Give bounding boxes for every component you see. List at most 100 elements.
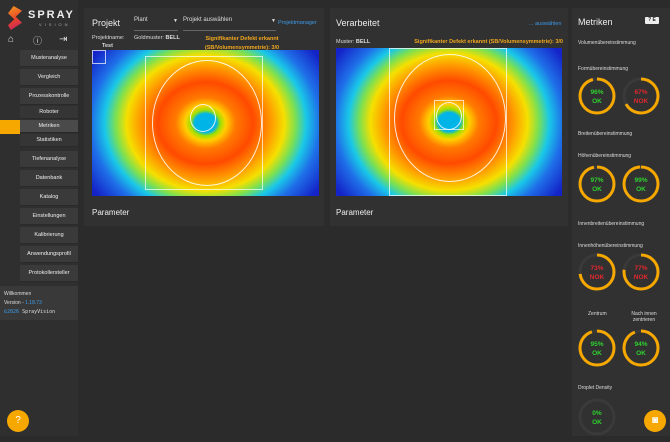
chevron-down-icon: ▼ (271, 18, 276, 24)
gauge-value: 97% (590, 177, 604, 184)
project-select-value: Projekt auswählen (183, 17, 233, 23)
camera-fab[interactable]: ◙ (644, 410, 666, 432)
metric-label: Volumenübereinstimmung (578, 40, 636, 46)
plant-select[interactable]: Plant ▼ (134, 17, 178, 31)
active-indicator (0, 120, 20, 134)
welcome-text: Willkommen (4, 291, 32, 297)
metric-gauge: 0% OK (577, 397, 617, 437)
gauge-value: 96% (590, 89, 604, 96)
metric-gauge: 94% OK (621, 328, 661, 368)
metric-gauge: 67% NOK (621, 76, 661, 116)
gauge-status: OK (592, 186, 602, 193)
metric-label: Zentrum (588, 311, 607, 317)
gauge-status: NOK (633, 98, 649, 105)
inner-contour (190, 104, 216, 132)
region-box (145, 56, 263, 190)
gauge-arc (622, 329, 660, 367)
chevron-down-icon: ▼ (173, 18, 178, 24)
processed-panel: Verarbeitet ... auswählen Muster: BELL S… (330, 8, 568, 226)
gauge-arc (578, 165, 616, 203)
metric-label: Nach innen zentrieren (631, 311, 657, 323)
sidebar-item-metriken[interactable]: Metriken (20, 120, 78, 133)
gauge-track (578, 398, 616, 436)
contour-outline (152, 60, 262, 186)
pattern-value: BELL (355, 39, 371, 45)
metric-label: Droplet Density (578, 385, 613, 391)
metric-label: Höhenübereinstimmung (578, 153, 632, 159)
sidebar-item-vergleich[interactable]: Vergleich (20, 69, 78, 86)
region-box (389, 48, 507, 196)
project-name-value: Test (102, 43, 113, 49)
gauge-arc (622, 253, 660, 291)
version-number: 1.18.73 (25, 300, 42, 306)
golden-label: Goldmuster: (134, 35, 164, 41)
projektmanager-link[interactable]: Projektmanager (278, 20, 317, 26)
gauge-value: 77% (634, 265, 648, 272)
golden-heatmap (92, 50, 319, 196)
plant-select-value: Plant (134, 17, 148, 23)
camera-icon: ◙ (651, 415, 659, 426)
gauge-arc (622, 165, 660, 203)
metric-gauge: 77% NOK (621, 252, 661, 292)
project-panel: Projekt Plant ▼ Projekt auswählen ▼ Projek… (84, 8, 324, 226)
gauge-value: 0% (592, 410, 602, 417)
processed-title: Verarbeitet (336, 18, 380, 28)
sidebar-item-kalibrierung[interactable]: Kalibrierung (20, 227, 78, 244)
metrics-title: Metriken (578, 17, 613, 27)
gauge-status: NOK (633, 274, 649, 281)
sidebar-item-protokollersteller[interactable]: Protokollersteller (20, 265, 78, 282)
language-toggle[interactable]: ? E (645, 17, 659, 24)
metric-gauge: 99% OK (621, 164, 661, 204)
sidebar-item-datenbank[interactable]: Datenbank (20, 170, 78, 187)
select-link[interactable]: ... auswählen (529, 21, 562, 27)
logout-icon[interactable]: ⇥ (59, 34, 68, 45)
project-select[interactable]: Projekt auswählen ▼ (183, 17, 276, 31)
gauge-arc (622, 77, 660, 115)
copyright-name: SprayVision (22, 309, 56, 315)
footer-info: Willkommen Version - 1.18.73 ©2026 Spray… (0, 286, 78, 320)
logo-subtext: VISION (39, 22, 71, 27)
processed-heatmap (336, 48, 562, 196)
help-fab[interactable]: ? (7, 410, 29, 432)
metric-gauge: 97% OK (577, 164, 617, 204)
logo: SPRAY VISION (6, 4, 76, 32)
help-icon: ? (15, 415, 21, 426)
sidebar-item-katalog[interactable]: Katalog (20, 189, 78, 206)
metric-gauge: 95% OK (577, 328, 617, 368)
home-icon[interactable]: ⌂ (8, 34, 15, 45)
sidebar-item-tiefenanalyse[interactable]: Tiefenanalyse (20, 151, 78, 168)
gauge-value: 99% (634, 177, 648, 184)
gauge-status: OK (636, 186, 646, 193)
gauge-value: 95% (590, 341, 604, 348)
region-box (92, 50, 106, 64)
help-icon[interactable]: ⓘ (33, 36, 43, 46)
gauge-value: 67% (634, 89, 648, 96)
golden-value: BELL (165, 35, 180, 41)
metric-gauge: 96% OK (577, 76, 617, 116)
gauge-status: OK (592, 350, 602, 357)
gauge-value: 73% (590, 265, 604, 272)
gauge-arc (578, 77, 616, 115)
defect-warning: Signifikanter Defekt erkannt (SB/Volumen… (414, 39, 563, 45)
sidebar-item-statistiken[interactable]: Statistiken (20, 134, 78, 147)
metric-label: Innenbreitenübereinstimmung (578, 221, 645, 227)
gauge-arc (578, 253, 616, 291)
gauge-status: OK (592, 98, 602, 105)
logo-text: SPRAY (28, 9, 75, 21)
parameter-heading: Parameter (336, 208, 374, 217)
sidebar-item-musteranalyse[interactable]: Musteranalyse (20, 50, 78, 67)
gauge-status: OK (636, 350, 646, 357)
contour-outline (394, 54, 506, 182)
metric-label: Formübereinstimmung (578, 66, 629, 72)
metrics-panel: Metriken Volumenübereinstimmung Formübere… (572, 8, 670, 436)
version-label: Version - (4, 300, 26, 306)
sidebar-item-anwendungsprofil[interactable]: Anwendungsprofil (20, 246, 78, 263)
gauge-arc (578, 329, 616, 367)
sidebar-item-roboter[interactable]: Roboter (20, 106, 78, 119)
project-title: Projekt (92, 18, 121, 28)
project-name-label: Projektname: (92, 35, 125, 41)
sidebar-item-einstellungen[interactable]: Einstellungen (20, 208, 78, 225)
metric-label: Breitenübereinstimmung (578, 131, 633, 137)
sidebar-item-prozesskontrolle[interactable]: Prozesskontrolle (20, 88, 78, 105)
parameter-heading: Parameter (92, 208, 130, 217)
